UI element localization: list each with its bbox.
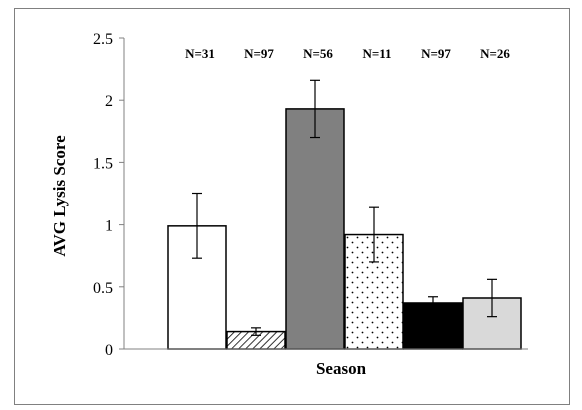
error-bar-5	[428, 296, 438, 310]
bars-group	[124, 108, 528, 350]
n-label-3: N=56	[303, 46, 333, 61]
error-bar-3	[310, 79, 320, 139]
n-label-4: N=11	[362, 46, 391, 61]
error-bars-group	[192, 79, 497, 336]
n-label-2: N=97	[244, 46, 274, 61]
bar-3	[285, 108, 345, 350]
error-bar-1	[192, 192, 202, 259]
n-label-1: N=31	[185, 46, 215, 61]
bar-5	[403, 302, 463, 350]
error-bar-6	[487, 278, 497, 318]
error-bar-4	[369, 206, 379, 263]
n-label-5: N=97	[421, 46, 451, 61]
error-bar-2	[251, 327, 261, 336]
n-labels-group: N=31 N=97 N=56 N=11 N=97 N=26	[185, 46, 510, 61]
y-tick-label: 0	[105, 342, 113, 359]
y-tick-label: 2	[105, 93, 113, 110]
y-axis: 0 0.5 1 1.5 2 2.5	[93, 31, 125, 359]
x-axis-title: Season	[316, 359, 367, 378]
y-tick-label: 1.5	[93, 155, 113, 172]
y-axis-title: AVG Lysis Score	[50, 135, 69, 257]
y-tick-label: 2.5	[93, 31, 113, 48]
y-tick-label: 1	[105, 218, 113, 235]
n-label-6: N=26	[480, 46, 510, 61]
y-tick-label: 0.5	[93, 280, 113, 297]
